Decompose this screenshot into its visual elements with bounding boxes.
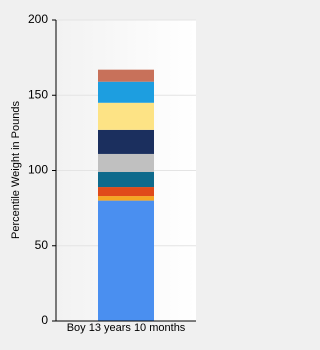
- bar-segment: [98, 129, 154, 154]
- x-tick-label: Boy 13 years 10 months: [67, 322, 186, 334]
- bar-segment: [98, 153, 154, 173]
- bar-segment: [98, 172, 154, 188]
- y-tick-label: 150: [28, 87, 48, 101]
- bar-segment: [98, 200, 154, 321]
- bar-segment: [98, 187, 154, 197]
- y-tick-label: 100: [28, 163, 48, 177]
- chart: Percentile Weight in Pounds 0 50 100 150 200…: [10, 12, 196, 334]
- bar-segment: [98, 102, 154, 130]
- y-axis-label: Percentile Weight in Pounds: [10, 101, 22, 239]
- bar-segment: [98, 69, 154, 82]
- y-tick-label: 0: [41, 313, 48, 327]
- y-tick-label: 200: [28, 12, 48, 26]
- bar-segment: [98, 196, 154, 201]
- bar-segment: [98, 81, 154, 103]
- y-tick-label: 50: [35, 238, 49, 252]
